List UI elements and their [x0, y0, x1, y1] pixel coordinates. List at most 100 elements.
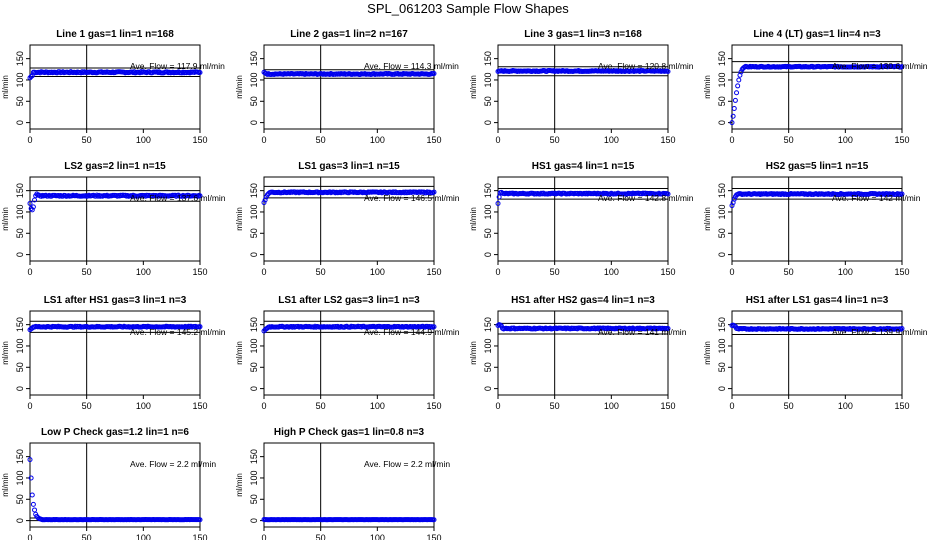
y-tick-label: 150	[249, 449, 259, 464]
y-tick-label: 150	[483, 317, 493, 332]
data-point	[495, 200, 501, 206]
chart-title: LS1 gas=3 lin=1 n=15	[298, 161, 400, 172]
y-tick-label: 0	[483, 386, 493, 391]
chart-title: HS1 gas=4 lin=1 n=15	[532, 161, 635, 172]
y-axis-label: ml/min	[703, 75, 712, 99]
y-tick-label: 0	[15, 518, 25, 523]
x-tick-label: 100	[370, 401, 385, 411]
data-point	[431, 324, 437, 330]
average-flow-annotation: Ave. Flow = 142 ml/min	[832, 193, 921, 203]
y-tick-label: 50	[483, 96, 493, 106]
data-point	[496, 194, 502, 200]
y-tick-label: 100	[15, 338, 25, 353]
x-tick-label: 100	[604, 401, 619, 411]
chart-title: LS1 after LS2 gas=3 lin=1 n=3	[278, 295, 420, 306]
x-tick-label: 0	[729, 135, 734, 145]
x-tick-label: 100	[136, 533, 151, 540]
y-tick-label: 100	[483, 338, 493, 353]
x-tick-label: 0	[27, 401, 32, 411]
y-tick-label: 150	[15, 317, 25, 332]
x-tick-label: 100	[838, 267, 853, 277]
y-tick-label: 150	[483, 51, 493, 66]
y-tick-label: 50	[15, 96, 25, 106]
x-tick-label: 50	[82, 401, 92, 411]
y-tick-label: 50	[249, 96, 259, 106]
x-tick-label: 100	[370, 267, 385, 277]
data-points	[729, 191, 905, 209]
y-tick-label: 100	[249, 470, 259, 485]
average-flow-annotation: Ave. Flow = 130.6 ml/min	[832, 61, 928, 71]
chart-panel: LS2 gas=2 lin=1 n=15 0 50 100 150 0 50 100 150 ml…	[1, 161, 226, 277]
data-point	[651, 325, 657, 331]
x-tick-label: 100	[136, 135, 151, 145]
y-tick-label: 0	[249, 386, 259, 391]
plot-frame	[263, 176, 435, 262]
y-tick-label: 50	[15, 494, 25, 504]
plot-frame	[263, 44, 435, 130]
y-tick-label: 0	[483, 120, 493, 125]
data-point	[60, 69, 66, 75]
data-point	[56, 69, 62, 75]
x-tick-label: 100	[370, 533, 385, 540]
average-flow-annotation: Ave. Flow = 2.2 ml/min	[130, 459, 216, 469]
average-flow-annotation: Ave. Flow = 142.8 ml/min	[598, 193, 694, 203]
x-tick-label: 150	[660, 267, 675, 277]
chart-panel: Line 4 (LT) gas=1 lin=4 n=3 0 50 100 150 0 50 1…	[703, 29, 928, 145]
y-tick-label: 100	[483, 204, 493, 219]
data-point	[179, 193, 185, 199]
x-tick-label: 150	[192, 401, 207, 411]
x-tick-label: 50	[82, 267, 92, 277]
chart-panel: HS1 after LS1 gas=4 lin=1 n=3 0 50 100 150 0 5…	[703, 295, 928, 411]
data-point	[431, 71, 437, 77]
x-tick-label: 150	[660, 401, 675, 411]
y-tick-label: 50	[15, 362, 25, 372]
data-points	[729, 322, 905, 332]
data-point	[27, 457, 33, 463]
chart-panel: LS1 gas=3 lin=1 n=15 0 50 100 150 0 50 100 150 ml…	[235, 161, 460, 277]
data-point	[327, 71, 333, 77]
data-point	[431, 189, 437, 195]
y-tick-label: 100	[717, 204, 727, 219]
y-axis-label: ml/min	[235, 207, 244, 231]
x-tick-label: 0	[261, 135, 266, 145]
data-point	[837, 192, 843, 198]
y-axis-label: ml/min	[703, 341, 712, 365]
y-tick-label: 150	[717, 317, 727, 332]
x-tick-label: 50	[316, 267, 326, 277]
data-point	[899, 191, 905, 197]
data-point	[43, 192, 49, 198]
y-axis-label: ml/min	[1, 473, 10, 497]
data-point	[131, 69, 137, 75]
data-point	[77, 323, 83, 329]
x-tick-label: 150	[426, 267, 441, 277]
data-point	[30, 204, 36, 210]
x-tick-label: 0	[261, 533, 266, 540]
x-tick-label: 150	[426, 533, 441, 540]
x-tick-label: 0	[261, 401, 266, 411]
x-tick-label: 0	[495, 135, 500, 145]
y-tick-label: 100	[717, 72, 727, 87]
y-tick-label: 50	[249, 362, 259, 372]
chart-panel: HS2 gas=5 lin=1 n=15 0 50 100 150 0 50 100 150 ml…	[703, 161, 921, 277]
x-tick-label: 50	[316, 135, 326, 145]
data-point	[665, 69, 671, 75]
data-point	[729, 203, 735, 209]
y-tick-label: 50	[717, 96, 727, 106]
data-point	[551, 68, 557, 74]
data-point	[27, 200, 33, 206]
x-tick-label: 150	[426, 401, 441, 411]
y-tick-label: 0	[249, 252, 259, 257]
y-tick-label: 150	[249, 51, 259, 66]
y-tick-label: 50	[717, 362, 727, 372]
data-point	[665, 191, 671, 197]
y-tick-label: 100	[15, 204, 25, 219]
data-points	[495, 322, 671, 332]
y-tick-label: 100	[717, 338, 727, 353]
y-tick-label: 100	[249, 72, 259, 87]
x-tick-label: 0	[729, 267, 734, 277]
data-point	[736, 77, 742, 83]
chart-title: Line 3 gas=1 lin=3 n=168	[524, 29, 642, 40]
y-tick-label: 0	[717, 252, 727, 257]
data-point	[37, 70, 43, 76]
data-point	[731, 196, 737, 202]
